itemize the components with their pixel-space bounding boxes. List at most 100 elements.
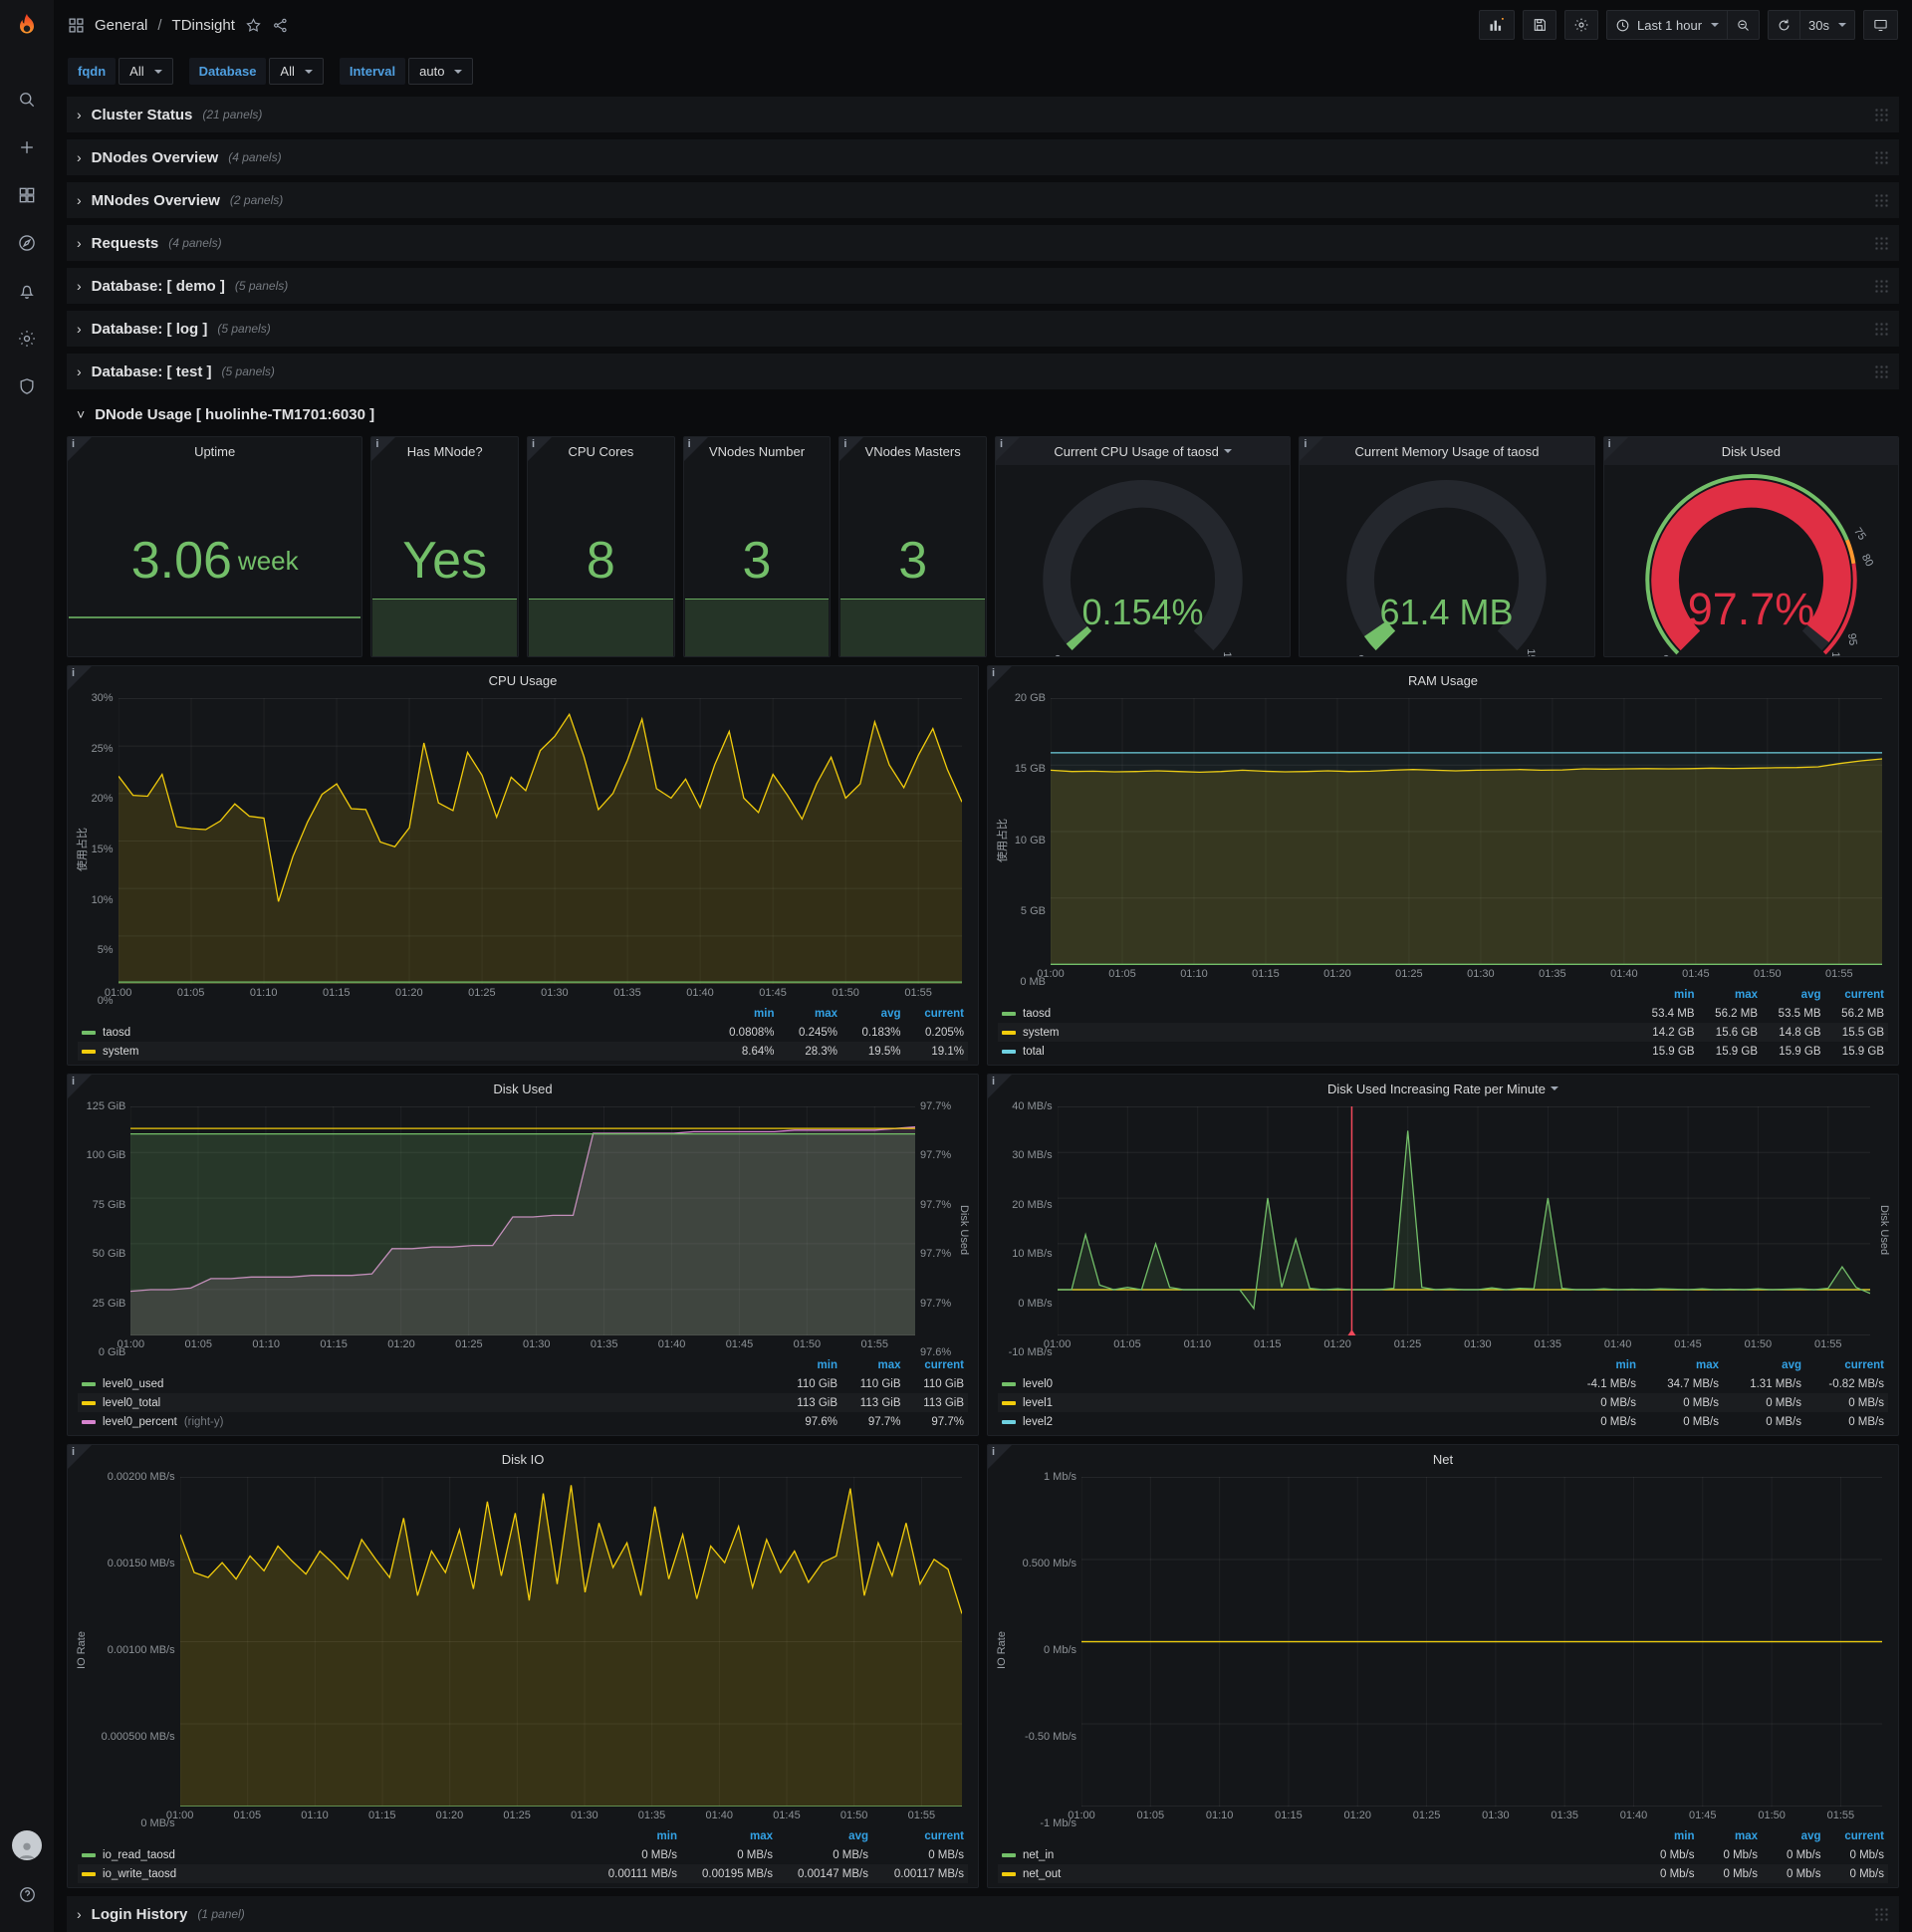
row-drag-handle[interactable] [1874,149,1889,165]
legend-series-taosd[interactable]: taosd [1002,1008,1631,1020]
legend-sort-current[interactable]: current [1844,1829,1884,1842]
legend-sort-max[interactable]: max [749,1829,773,1842]
cycle-view-mode-button[interactable] [1863,10,1898,40]
row-drag-handle[interactable] [1874,363,1889,379]
legend-sort-min[interactable]: min [1615,1358,1636,1371]
panel-info-icon[interactable]: i [68,1075,92,1098]
row-database-log[interactable]: › Database: [ log ] (5 panels) [67,311,1899,347]
variable-fqdn-value[interactable]: All [119,58,173,85]
variable-fqdn-label[interactable]: fqdn [68,58,117,85]
panel-info-icon[interactable]: i [683,437,708,461]
zoom-out-time-button[interactable] [1728,10,1761,40]
chart-plot-area[interactable] [1057,1106,1870,1335]
row-database-test[interactable]: › Database: [ test ] (5 panels) [67,354,1899,389]
chart-plot-area[interactable] [1081,1477,1882,1807]
panel-info-icon[interactable]: i [68,1445,92,1469]
panel-info-icon[interactable]: i [988,1445,1012,1469]
panel-info-icon[interactable]: i [68,666,92,690]
breadcrumb-folder[interactable]: General [95,16,148,34]
refresh-button[interactable] [1768,10,1801,40]
legend-series-level0[interactable]: level0 [1002,1378,1554,1390]
legend-series-net_in[interactable]: net_in [1002,1849,1631,1861]
legend-series-level0_used[interactable]: level0_used [82,1378,775,1390]
panel-info-icon[interactable]: i [1603,437,1628,461]
panel-info-icon[interactable]: i [988,1075,1012,1098]
legend-sort-current[interactable]: current [1844,988,1884,1001]
favorite-star-icon[interactable] [245,17,262,34]
configuration-gear-icon[interactable] [7,319,47,359]
alerting-bell-icon[interactable] [7,271,47,311]
panel-info-icon[interactable]: i [1300,437,1324,461]
legend-sort-min[interactable]: min [1674,988,1695,1001]
legend-sort-avg[interactable]: avg [880,1007,901,1020]
variable-interval-label[interactable]: Interval [339,58,406,85]
legend-series-system[interactable]: system [82,1046,711,1058]
legend-series-level1[interactable]: level1 [1002,1397,1554,1409]
legend-sort-max[interactable]: max [1734,988,1758,1001]
breadcrumb-title[interactable]: TDinsight [171,16,235,34]
legend-series-level0_total[interactable]: level0_total [82,1397,775,1409]
add-panel-button[interactable] [1478,10,1515,40]
row-dnode-usage[interactable]: ˅ DNode Usage [ huolinhe-TM1701:6030 ] [77,405,375,423]
row-mnodes-overview[interactable]: › MNodes Overview (2 panels) [67,182,1899,218]
legend-sort-current[interactable]: current [1844,1358,1884,1371]
refresh-interval-picker[interactable]: 30s [1800,10,1855,40]
row-drag-handle[interactable] [1874,107,1889,122]
chart-plot-area[interactable] [130,1106,916,1335]
legend-sort-max[interactable]: max [1734,1829,1758,1842]
legend-sort-min[interactable]: min [754,1007,775,1020]
legend-sort-current[interactable]: current [924,1007,964,1020]
panel-info-icon[interactable]: i [371,437,396,461]
chart-plot-area[interactable] [179,1477,962,1807]
legend-sort-min[interactable]: min [656,1829,677,1842]
panel-info-icon[interactable]: i [528,437,552,461]
row-dnodes-overview[interactable]: › DNodes Overview (4 panels) [67,139,1899,175]
save-dashboard-button[interactable] [1522,10,1556,40]
server-admin-shield-icon[interactable] [7,366,47,406]
row-drag-handle[interactable] [1874,321,1889,337]
legend-series-total[interactable]: total [1002,1046,1631,1058]
row-drag-handle[interactable] [1874,192,1889,208]
legend-series-level2[interactable]: level2 [1002,1416,1554,1428]
legend-sort-max[interactable]: max [1695,1358,1719,1371]
legend-sort-avg[interactable]: avg [1800,988,1821,1001]
search-icon[interactable] [7,80,47,120]
help-icon[interactable] [7,1874,47,1914]
panel-info-icon[interactable]: i [839,437,864,461]
chart-plot-area[interactable] [1051,698,1882,965]
row-requests[interactable]: › Requests (4 panels) [67,225,1899,261]
dashboards-icon[interactable] [7,175,47,215]
panel-info-icon[interactable]: i [988,666,1012,690]
legend-sort-max[interactable]: max [877,1358,901,1371]
legend-sort-min[interactable]: min [817,1358,837,1371]
row-drag-handle[interactable] [1874,235,1889,251]
panel-info-icon[interactable]: i [68,437,92,461]
row-drag-handle[interactable] [1874,1906,1889,1922]
legend-sort-min[interactable]: min [1674,1829,1695,1842]
row-cluster-status[interactable]: › Cluster Status (21 panels) [67,97,1899,132]
legend-series-level0_percent[interactable]: level0_percent (right-y) [82,1416,775,1428]
share-icon[interactable] [272,17,289,34]
legend-sort-avg[interactable]: avg [1800,1829,1821,1842]
chart-plot-area[interactable] [118,698,962,984]
create-plus-icon[interactable] [7,127,47,167]
user-avatar[interactable] [12,1830,42,1860]
legend-sort-current[interactable]: current [924,1358,964,1371]
legend-series-system[interactable]: system [1002,1027,1631,1039]
explore-compass-icon[interactable] [7,223,47,263]
dashboard-grid-icon[interactable] [68,17,85,34]
variable-database-label[interactable]: Database [188,58,267,85]
grafana-logo-icon[interactable] [0,0,54,54]
legend-series-io_read_taosd[interactable]: io_read_taosd [82,1849,582,1861]
legend-series-taosd[interactable]: taosd [82,1027,711,1039]
row-login-history[interactable]: › Login History (1 panel) [67,1896,1899,1932]
variable-database-value[interactable]: All [269,58,324,85]
legend-sort-avg[interactable]: avg [1782,1358,1801,1371]
row-database-demo[interactable]: › Database: [ demo ] (5 panels) [67,268,1899,304]
legend-sort-avg[interactable]: avg [848,1829,868,1842]
panel-info-icon[interactable]: i [996,437,1020,461]
legend-series-net_out[interactable]: net_out [1002,1868,1631,1880]
legend-series-io_write_taosd[interactable]: io_write_taosd [82,1868,582,1880]
variable-interval-value[interactable]: auto [408,58,474,85]
row-drag-handle[interactable] [1874,278,1889,294]
